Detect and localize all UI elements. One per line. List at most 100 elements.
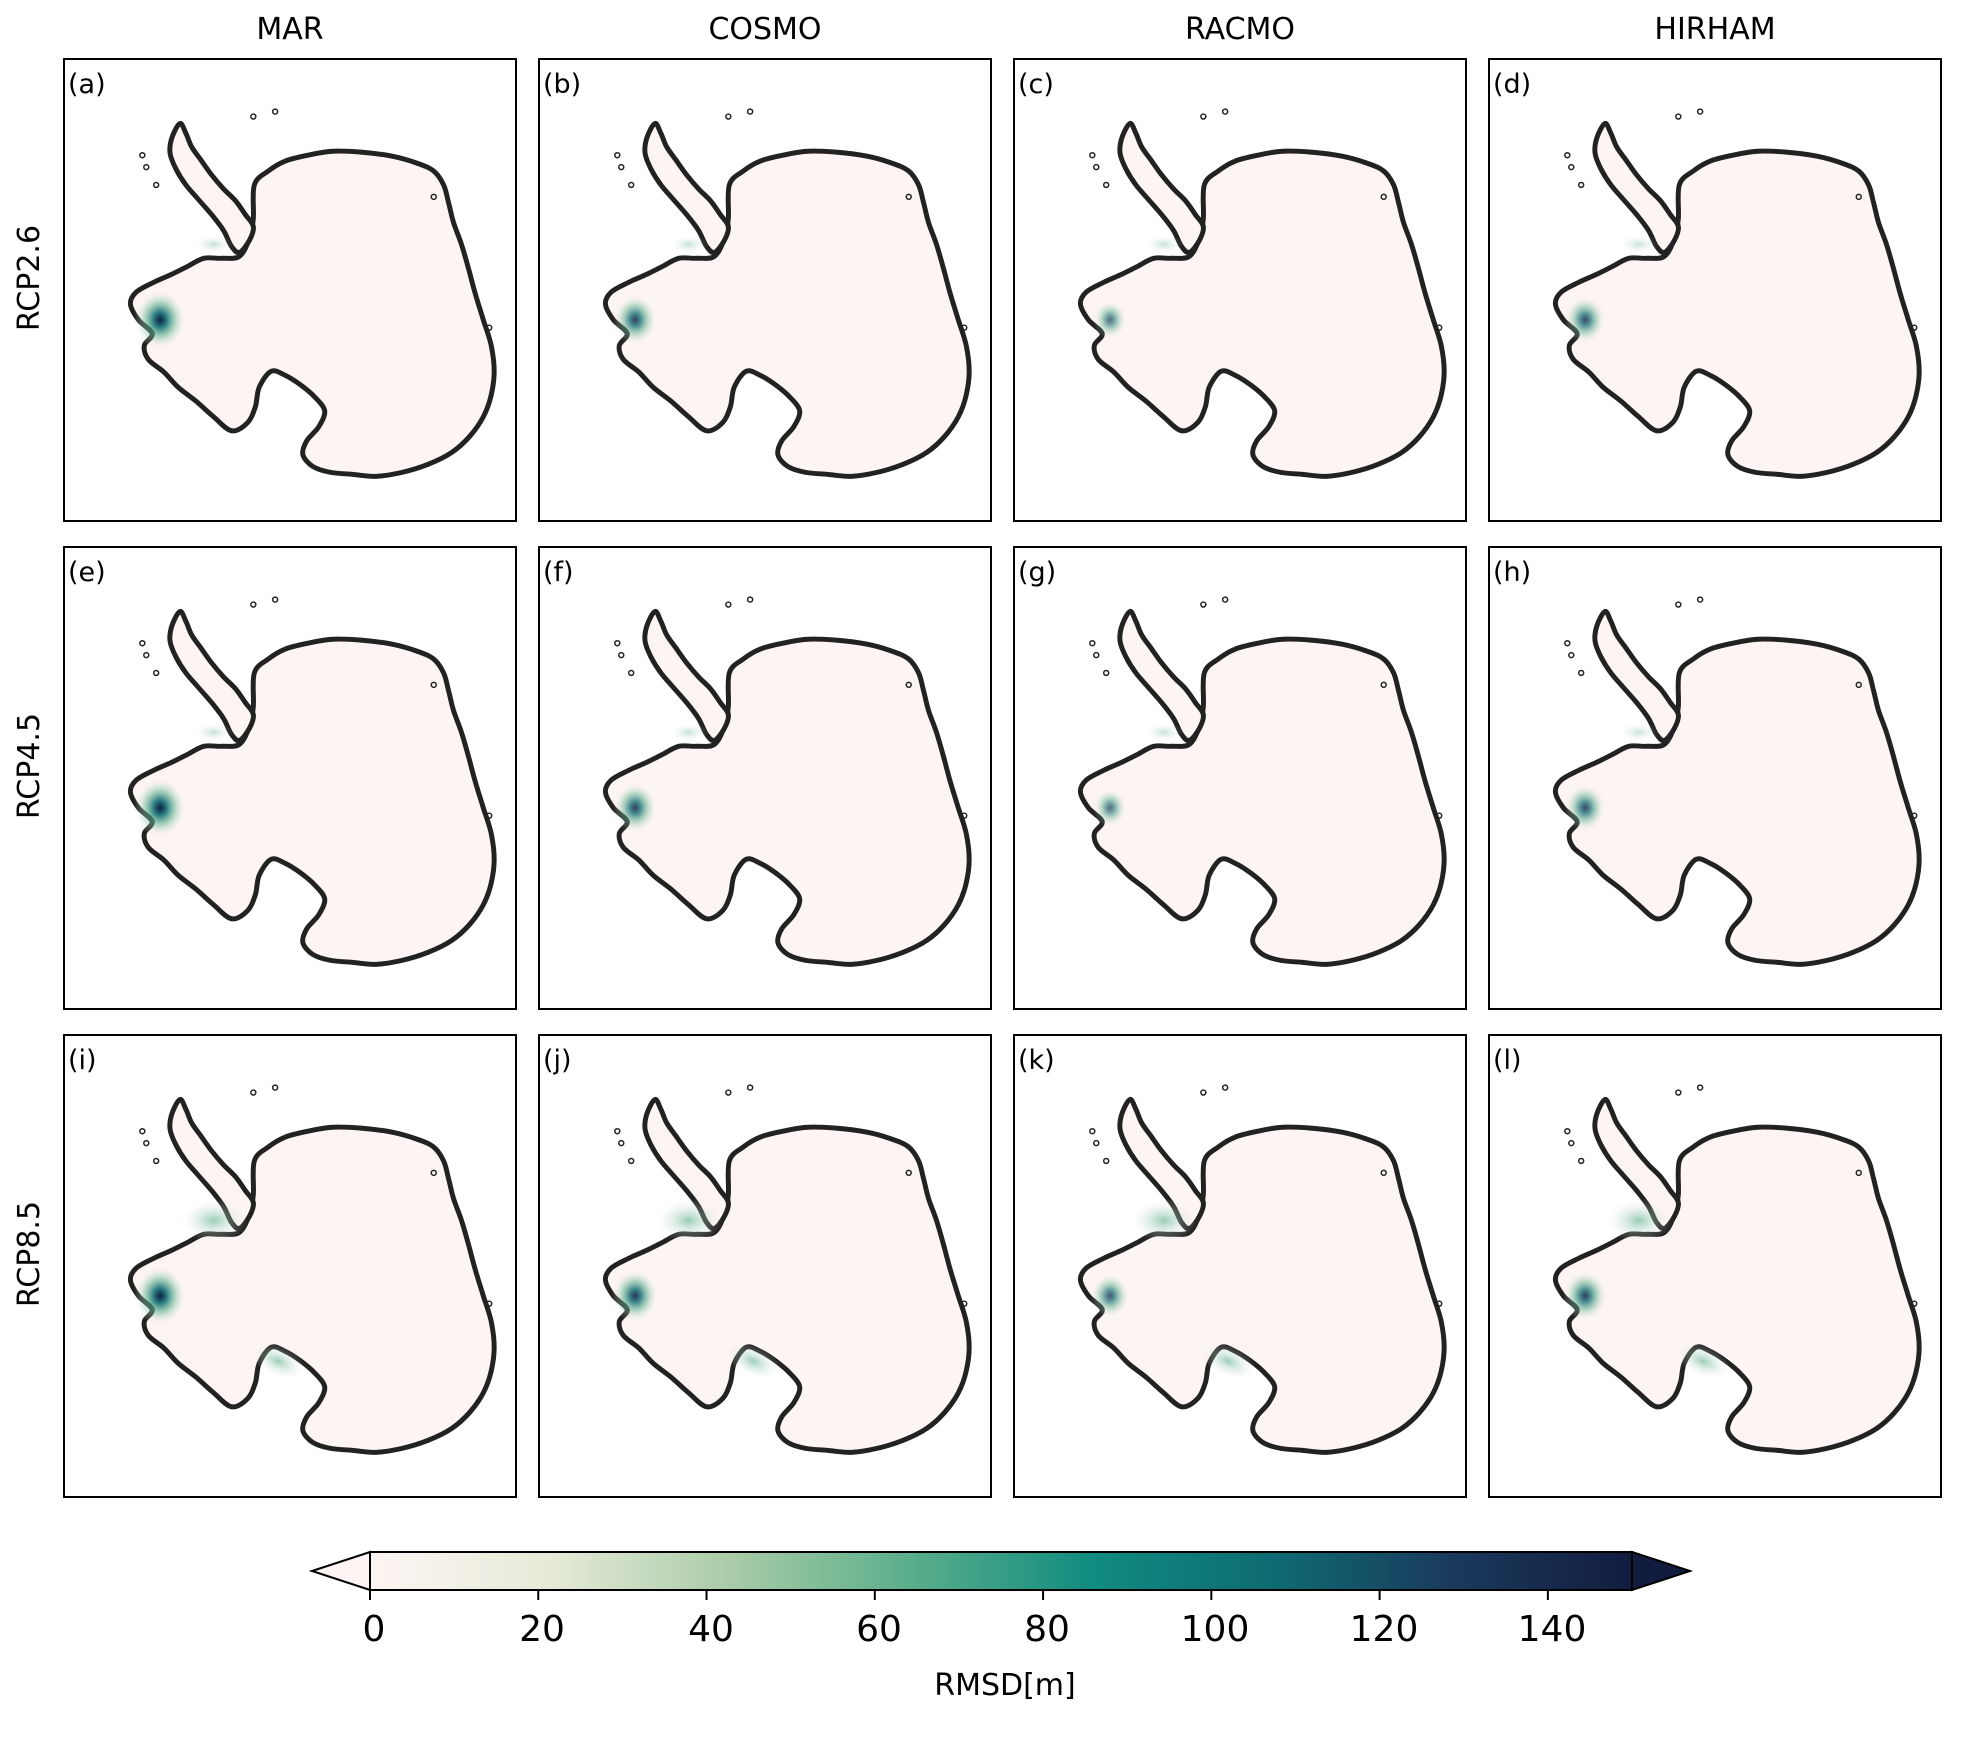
rmsd-hotspot (1093, 300, 1127, 340)
panel-label: (f) (543, 557, 574, 588)
map-panel: (l) (1488, 1034, 1942, 1498)
island-marker (1380, 1169, 1387, 1177)
rmsd-hotspot (613, 294, 658, 346)
colorbar-tick-label: 80 (1024, 1609, 1070, 1650)
island-marker (1675, 113, 1682, 120)
island-marker (725, 113, 732, 120)
rmsd-hotspot (611, 1268, 659, 1323)
island-marker (430, 193, 437, 201)
antarctica-map (1552, 108, 1922, 479)
island-marker (139, 151, 146, 159)
island-marker (618, 1139, 625, 1147)
island-marker (271, 1084, 279, 1091)
island-marker (961, 324, 968, 331)
island-marker (1436, 324, 1443, 331)
island-marker (1696, 596, 1704, 603)
island-marker (152, 1157, 160, 1165)
antarctica-map (602, 108, 972, 479)
island-marker (1089, 639, 1096, 647)
island-marker (139, 639, 146, 647)
island-marker (961, 1300, 968, 1307)
continent-outline (1077, 148, 1447, 479)
continent-outline (127, 636, 497, 967)
rmsd-ronne-shelf (668, 722, 709, 743)
map-panel: (a) (63, 58, 517, 522)
island-marker (1911, 324, 1918, 331)
rmsd-ross-shelf (725, 1342, 781, 1381)
island-marker (1436, 1300, 1443, 1307)
island-marker (1102, 669, 1110, 677)
map-panel: (b) (538, 58, 992, 522)
map-panel: (d) (1488, 58, 1942, 522)
island-marker (1089, 1127, 1096, 1135)
peninsula-outline (1117, 609, 1206, 743)
rmsd-ronne-shelf (1143, 722, 1184, 743)
island-marker (1564, 151, 1571, 159)
continent-outline (127, 148, 497, 479)
island-marker (1200, 601, 1207, 608)
antarctica-map (127, 1084, 497, 1455)
antarctica-map (1077, 108, 1447, 479)
rmsd-hotspot (134, 290, 186, 350)
peninsula-outline (642, 609, 731, 743)
island-marker (430, 681, 437, 689)
island-marker (627, 181, 635, 189)
island-marker (627, 1157, 635, 1165)
map-panel: (i) (63, 1034, 517, 1498)
panel-label: (g) (1018, 557, 1057, 588)
rmsd-ross-shelf (1200, 1342, 1256, 1381)
island-marker (250, 113, 257, 120)
panel-label: (e) (68, 557, 106, 588)
island-marker (1675, 1089, 1682, 1096)
map-panel: (c) (1013, 58, 1467, 522)
rmsd-hotspot (134, 778, 186, 838)
continent-outline (1077, 636, 1447, 967)
island-marker (618, 163, 625, 171)
colorbar-ticks (369, 1590, 1549, 1600)
panel-label: (k) (1018, 1045, 1055, 1076)
island-marker (139, 1127, 146, 1135)
continent-outline (1077, 1124, 1447, 1455)
island-marker (486, 324, 493, 331)
island-marker (486, 812, 493, 819)
continent-outline (602, 148, 972, 479)
island-marker (1200, 113, 1207, 120)
rmsd-ronne-shelf (193, 722, 234, 743)
rmsd-ronne-shelf (654, 1198, 723, 1243)
antarctica-map (127, 596, 497, 967)
island-marker (614, 639, 621, 647)
peninsula-outline (1117, 121, 1206, 255)
island-marker (1568, 651, 1575, 659)
row-label-rcp45: RCP4.5 (12, 712, 47, 820)
island-marker (1200, 1089, 1207, 1096)
colorbar-tick-label: 40 (688, 1609, 734, 1650)
island-marker (1380, 193, 1387, 201)
island-marker (1577, 669, 1585, 677)
island-marker (1564, 639, 1571, 647)
island-marker (905, 193, 912, 201)
island-marker (1102, 181, 1110, 189)
rmsd-hotspot (1563, 1270, 1608, 1322)
colorbar-tick-label: 100 (1180, 1609, 1250, 1650)
island-marker (1221, 108, 1229, 115)
island-marker (1696, 1084, 1704, 1091)
island-marker (746, 596, 754, 603)
island-marker (725, 601, 732, 608)
continent-outline (602, 636, 972, 967)
panel-label: (l) (1493, 1045, 1522, 1076)
column-title-hirham: HIRHAM (1654, 12, 1776, 47)
island-marker (1696, 108, 1704, 115)
colorbar-tick-label: 60 (856, 1609, 902, 1650)
island-marker (746, 1084, 754, 1091)
island-marker (905, 681, 912, 689)
map-panel: (k) (1013, 1034, 1467, 1498)
row-label-rcp26: RCP2.6 (12, 224, 47, 332)
column-title-mar: MAR (256, 12, 324, 47)
island-marker (143, 651, 150, 659)
map-panel: (f) (538, 546, 992, 1010)
island-marker (1093, 1139, 1100, 1147)
rmsd-ross-shelf (250, 1342, 306, 1381)
column-title-cosmo: COSMO (708, 12, 822, 47)
continent-outline (127, 1124, 497, 1455)
map-panel: (h) (1488, 546, 1942, 1010)
